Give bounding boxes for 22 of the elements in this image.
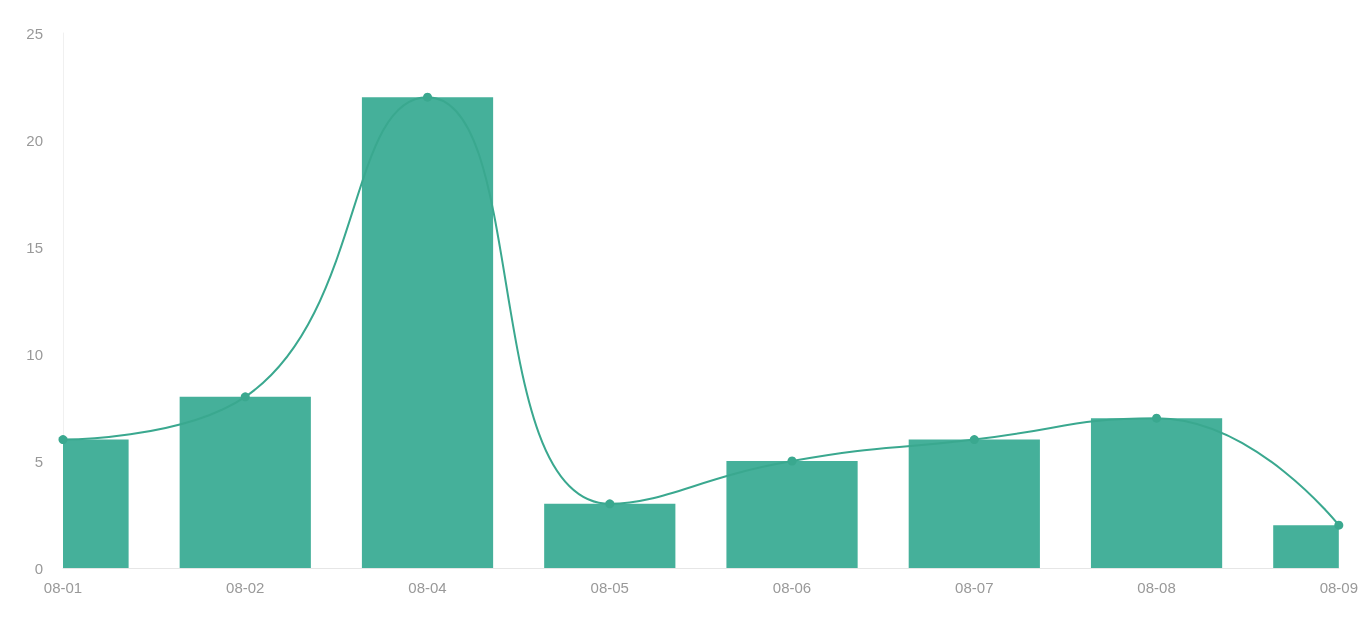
point — [1152, 413, 1162, 423]
x-tick-label: 08-09 — [1319, 579, 1359, 596]
x-tick-label: 08-06 — [772, 579, 812, 596]
y-tick-label: 15 — [26, 238, 43, 256]
x-tick-label: 08-07 — [955, 579, 994, 596]
point — [969, 435, 979, 445]
x-tick-label: 08-05 — [590, 579, 629, 596]
point — [1334, 520, 1344, 530]
y-tick-label: 0 — [34, 559, 43, 577]
point — [787, 456, 797, 466]
x-tick-label: 08-02 — [226, 579, 265, 596]
point — [240, 392, 250, 402]
x-tick-label: 08-08 — [1137, 579, 1176, 596]
point — [423, 92, 433, 102]
x-tick-label: 08-04 — [408, 579, 447, 596]
x-tick-label: 08-01 — [43, 579, 83, 596]
y-tick-label: 5 — [34, 452, 43, 470]
y-tick-label: 20 — [26, 131, 43, 149]
point — [58, 435, 68, 445]
point — [605, 499, 615, 509]
y-tick-label: 10 — [26, 345, 43, 363]
y-tick-label: 25 — [26, 24, 43, 42]
